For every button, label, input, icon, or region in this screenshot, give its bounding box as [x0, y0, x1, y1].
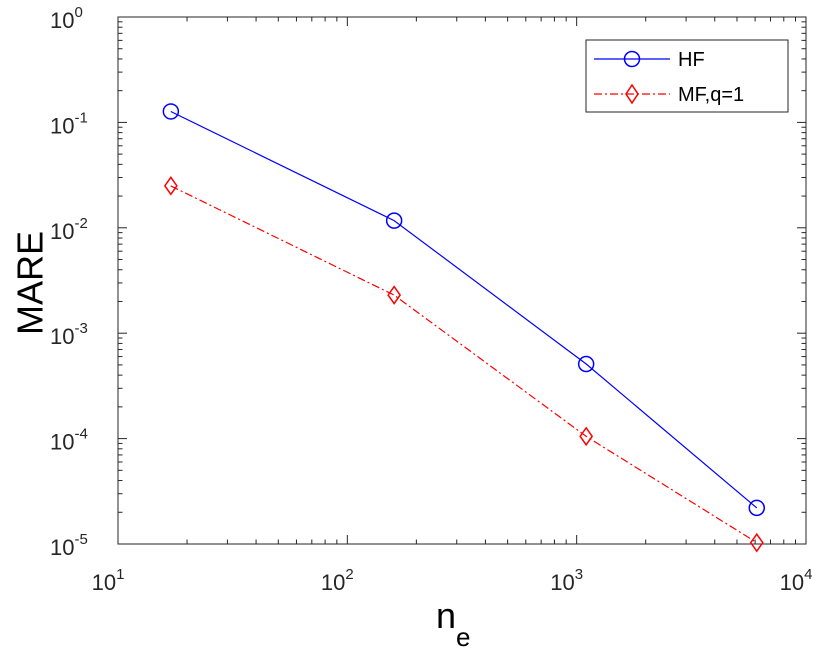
- y-tick-label-exponent: -2: [74, 215, 87, 232]
- x-tick-label-base: 10: [92, 570, 116, 595]
- y-tick-label: 10-3: [50, 320, 88, 349]
- plot-area-frame: [117, 16, 807, 545]
- series-line-mf: [170, 185, 758, 544]
- y-tick-label-base: 10: [50, 219, 74, 244]
- y-tick-label-base: 10: [50, 535, 74, 560]
- data-point-mf: [387, 285, 402, 305]
- y-tick-label-base: 10: [50, 8, 74, 33]
- x-tick-label: 104: [780, 566, 813, 595]
- series-line-hf: [170, 110, 758, 509]
- y-axis-label: MARE: [10, 231, 51, 335]
- y-tick-label: 10-5: [50, 531, 88, 560]
- x-tick-label-exponent: 3: [575, 566, 583, 583]
- x-tick-label: 102: [321, 566, 354, 595]
- x-tick-labels: 101 102 103 104: [92, 566, 813, 595]
- x-tick-label-exponent: 2: [345, 566, 353, 583]
- x-tick-label: 103: [550, 566, 583, 595]
- data-point-mf: [749, 532, 764, 553]
- y-tick-label-exponent: -4: [74, 426, 87, 443]
- x-tick-label-base: 10: [780, 570, 804, 595]
- x-tick-label-base: 10: [550, 570, 574, 595]
- legend-label-mf: MF,q=1: [678, 84, 744, 106]
- x-tick-label: 101: [92, 566, 125, 595]
- y-tick-label-exponent: -5: [74, 531, 87, 548]
- x-axis-label-subscript: e: [456, 622, 470, 652]
- x-tick-label-base: 10: [321, 570, 345, 595]
- data-point-mf: [579, 426, 594, 447]
- data-point-hf: [577, 355, 595, 373]
- legend-marker-hf: [623, 50, 641, 68]
- y-tick-label-base: 10: [50, 113, 74, 138]
- tick-marks: [117, 16, 807, 545]
- legend-marker-mf: [625, 83, 639, 105]
- x-axis-label: ne: [436, 595, 471, 652]
- y-tick-label-base: 10: [50, 430, 74, 455]
- x-tick-label-exponent: 1: [116, 566, 124, 583]
- legend: HF MF,q=1: [585, 39, 789, 113]
- y-tick-label: 10-2: [50, 215, 88, 244]
- x-axis-label-base: n: [436, 595, 456, 636]
- y-tick-label-exponent: 0: [74, 4, 82, 21]
- legend-box: [585, 39, 789, 113]
- y-tick-label: 100: [50, 4, 83, 33]
- data-point-mf: [163, 176, 178, 196]
- series-layer: [162, 103, 766, 553]
- y-tick-label-base: 10: [50, 324, 74, 349]
- y-tick-label: 10-4: [50, 426, 88, 455]
- x-tick-label-exponent: 4: [804, 566, 812, 583]
- y-tick-label-exponent: -1: [74, 109, 87, 126]
- y-tick-label: 10-1: [50, 109, 88, 138]
- data-point-hf: [385, 212, 403, 229]
- data-point-hf: [162, 103, 180, 120]
- data-point-hf: [748, 499, 766, 517]
- legend-label-hf: HF: [678, 49, 705, 71]
- y-tick-label-exponent: -3: [74, 320, 87, 337]
